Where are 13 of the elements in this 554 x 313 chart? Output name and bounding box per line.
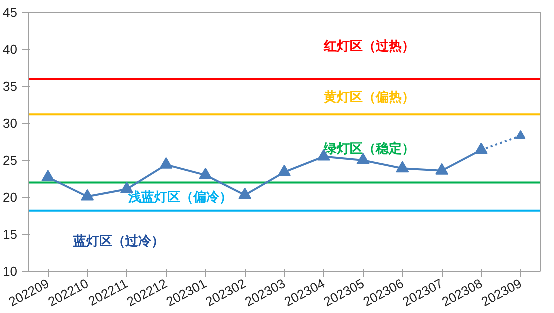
annotation: 蓝灯区（过冷） (72, 234, 165, 249)
y-tick-label: 10 (3, 264, 18, 279)
y-tick-label: 20 (3, 190, 18, 205)
y-tick-label: 40 (3, 42, 18, 57)
annotation: 红灯区（过热） (323, 38, 416, 54)
y-tick-label: 30 (3, 116, 18, 131)
y-tick-label: 35 (3, 79, 18, 94)
annotation: 绿灯区（稳定） (323, 141, 416, 156)
y-tick-label: 15 (3, 227, 18, 242)
y-tick-label: 25 (3, 153, 18, 168)
annotation: 浅蓝灯区（偏冷） (128, 189, 233, 204)
annotation: 黄灯区（偏热） (323, 89, 416, 104)
y-tick-label: 45 (3, 5, 18, 20)
